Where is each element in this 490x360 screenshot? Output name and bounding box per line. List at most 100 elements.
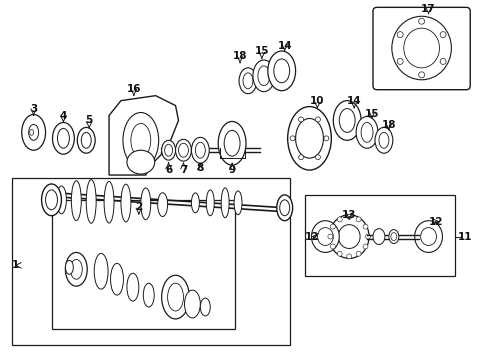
- Ellipse shape: [404, 28, 440, 68]
- Ellipse shape: [316, 117, 320, 122]
- Ellipse shape: [338, 225, 360, 248]
- Ellipse shape: [274, 59, 290, 83]
- Ellipse shape: [329, 215, 369, 258]
- Ellipse shape: [268, 51, 295, 91]
- Ellipse shape: [258, 66, 270, 86]
- Ellipse shape: [127, 150, 155, 174]
- Ellipse shape: [121, 184, 131, 222]
- Ellipse shape: [52, 122, 74, 154]
- Ellipse shape: [391, 233, 397, 240]
- Ellipse shape: [143, 283, 154, 307]
- Text: 9: 9: [228, 165, 236, 175]
- Ellipse shape: [29, 125, 39, 140]
- Ellipse shape: [162, 140, 175, 160]
- Ellipse shape: [277, 195, 293, 221]
- Ellipse shape: [221, 188, 229, 218]
- Ellipse shape: [288, 107, 331, 170]
- Text: 2: 2: [135, 202, 143, 212]
- Text: 11: 11: [458, 231, 472, 242]
- Text: 8: 8: [196, 163, 204, 173]
- Ellipse shape: [337, 217, 342, 222]
- Ellipse shape: [337, 251, 342, 256]
- Text: 13: 13: [342, 210, 356, 220]
- Ellipse shape: [318, 228, 333, 246]
- Ellipse shape: [298, 155, 303, 160]
- Ellipse shape: [206, 190, 214, 216]
- Ellipse shape: [22, 114, 46, 150]
- Ellipse shape: [94, 253, 108, 289]
- Ellipse shape: [77, 127, 95, 153]
- Ellipse shape: [312, 221, 339, 252]
- Ellipse shape: [168, 283, 183, 311]
- Ellipse shape: [418, 18, 425, 24]
- Ellipse shape: [392, 16, 451, 80]
- Ellipse shape: [239, 68, 257, 94]
- Ellipse shape: [316, 155, 320, 160]
- Ellipse shape: [356, 117, 378, 148]
- Ellipse shape: [339, 109, 355, 132]
- Text: 15: 15: [255, 46, 269, 56]
- Ellipse shape: [253, 60, 275, 92]
- Ellipse shape: [298, 117, 303, 122]
- Ellipse shape: [243, 73, 253, 89]
- Text: 7: 7: [180, 165, 187, 175]
- Text: 12: 12: [305, 231, 320, 242]
- Ellipse shape: [295, 118, 323, 158]
- Ellipse shape: [415, 221, 442, 252]
- Text: 4: 4: [60, 111, 67, 121]
- FancyBboxPatch shape: [373, 7, 470, 90]
- Ellipse shape: [234, 191, 242, 215]
- Ellipse shape: [123, 113, 159, 168]
- Ellipse shape: [356, 217, 361, 222]
- Ellipse shape: [131, 123, 151, 157]
- Text: 14: 14: [277, 41, 292, 51]
- Ellipse shape: [218, 121, 246, 165]
- Ellipse shape: [200, 298, 210, 316]
- Ellipse shape: [280, 200, 290, 216]
- Ellipse shape: [56, 186, 66, 214]
- Ellipse shape: [330, 244, 335, 249]
- Ellipse shape: [363, 224, 368, 229]
- Ellipse shape: [397, 32, 403, 37]
- Ellipse shape: [81, 132, 91, 148]
- Ellipse shape: [104, 181, 114, 223]
- Ellipse shape: [397, 58, 403, 64]
- Ellipse shape: [65, 260, 74, 274]
- Ellipse shape: [356, 251, 361, 256]
- Ellipse shape: [196, 142, 205, 158]
- Ellipse shape: [57, 129, 70, 148]
- Ellipse shape: [379, 132, 389, 148]
- Ellipse shape: [71, 260, 82, 279]
- Ellipse shape: [363, 244, 368, 249]
- Ellipse shape: [46, 190, 57, 210]
- Ellipse shape: [111, 264, 123, 295]
- Ellipse shape: [347, 214, 352, 219]
- Ellipse shape: [324, 136, 329, 141]
- Text: 18: 18: [233, 51, 247, 61]
- Bar: [51, 200, 235, 329]
- Ellipse shape: [375, 127, 393, 153]
- Ellipse shape: [178, 143, 189, 157]
- Text: 15: 15: [365, 108, 379, 118]
- Text: 16: 16: [126, 84, 141, 94]
- Ellipse shape: [330, 224, 335, 229]
- Ellipse shape: [127, 273, 139, 301]
- Text: 5: 5: [86, 116, 93, 126]
- Ellipse shape: [42, 184, 61, 216]
- Ellipse shape: [192, 137, 209, 163]
- Ellipse shape: [65, 252, 87, 286]
- Ellipse shape: [72, 181, 81, 220]
- Ellipse shape: [389, 230, 399, 243]
- Bar: [305, 195, 455, 276]
- Text: 14: 14: [347, 96, 362, 105]
- Text: 17: 17: [421, 4, 436, 14]
- Text: 6: 6: [165, 165, 172, 175]
- Polygon shape: [109, 96, 178, 175]
- Text: 1: 1: [12, 260, 20, 270]
- Ellipse shape: [165, 144, 172, 156]
- Ellipse shape: [158, 193, 168, 216]
- Ellipse shape: [30, 129, 34, 135]
- Ellipse shape: [440, 32, 446, 37]
- Ellipse shape: [184, 290, 200, 318]
- Ellipse shape: [141, 188, 151, 220]
